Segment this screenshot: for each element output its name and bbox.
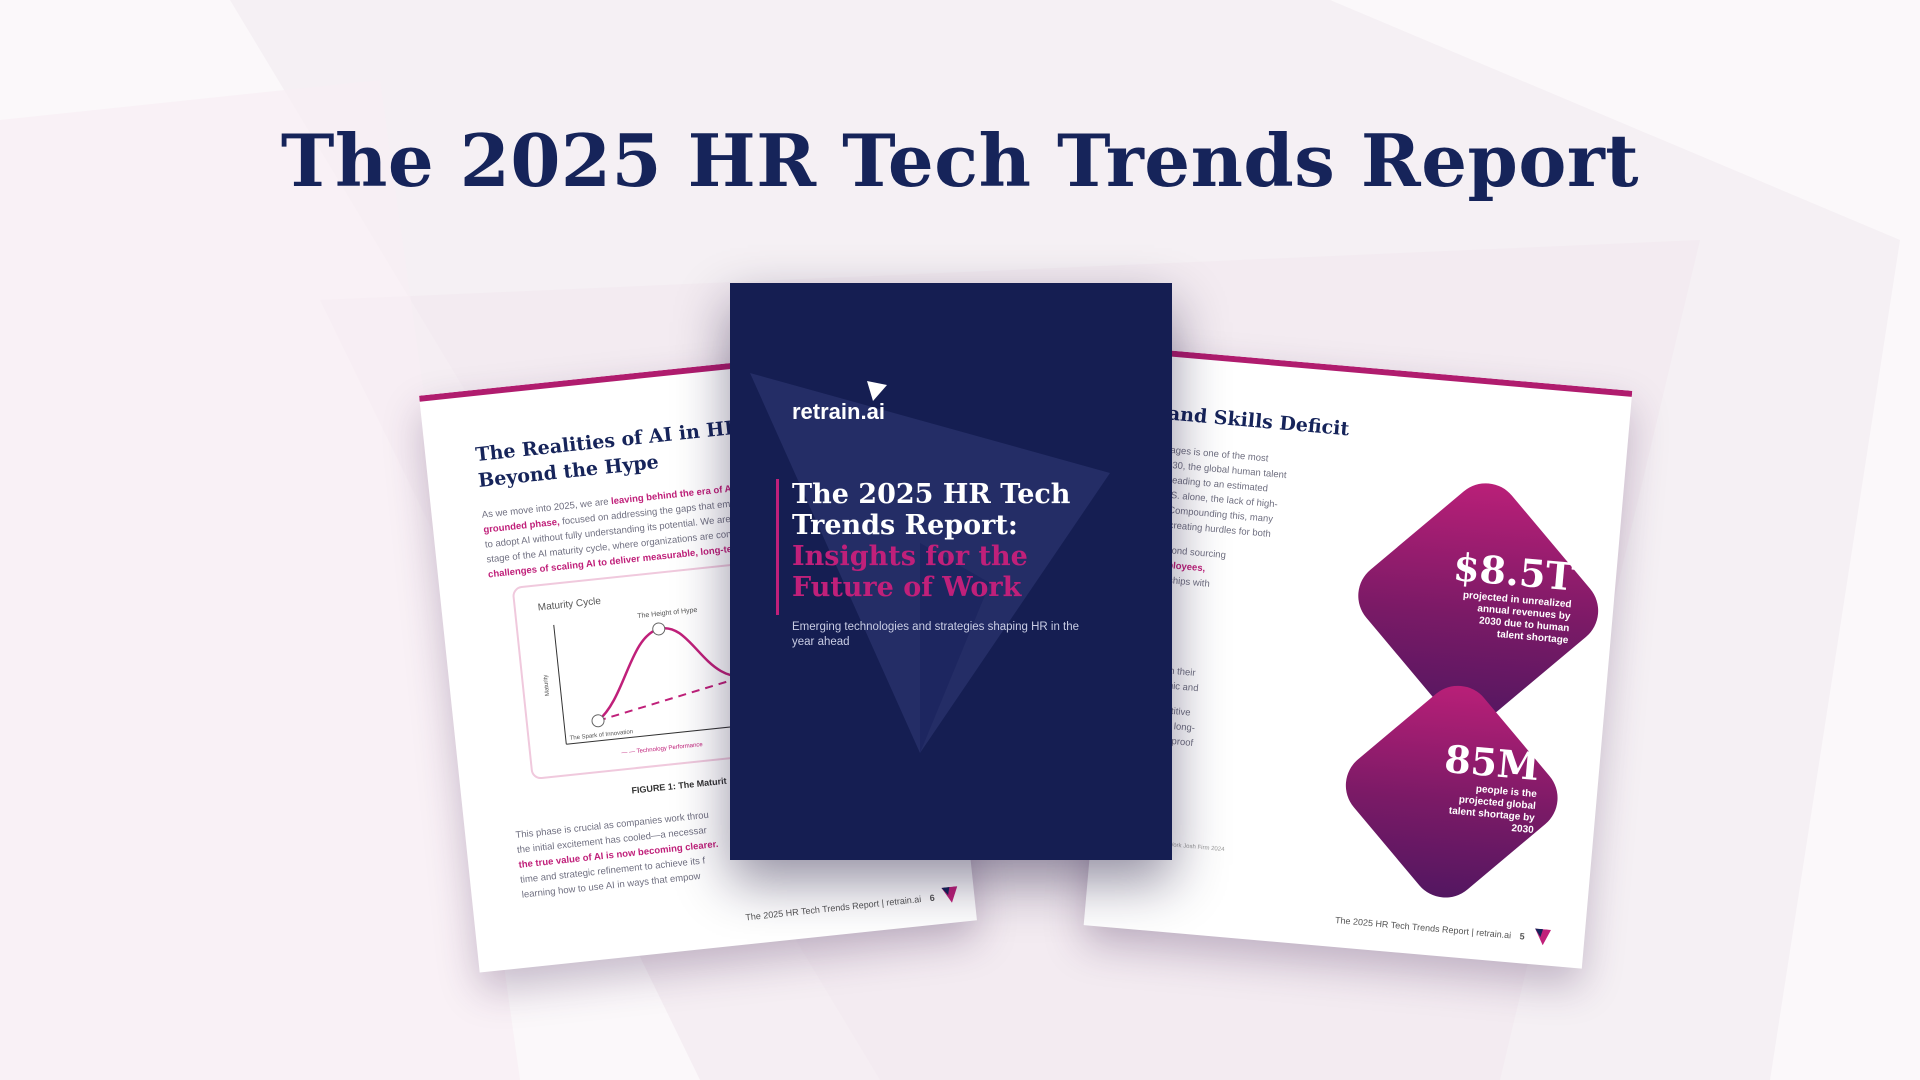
page-number: 6 xyxy=(929,892,936,904)
stat-revenue-desc: projected in unrealized annual revenues … xyxy=(1462,589,1572,647)
report-page-right: t and Skills Deficit shortages is one of… xyxy=(1083,347,1633,969)
retrain-logo-icon xyxy=(1535,928,1552,946)
report-cover: retrain.ai The 2025 HR Tech Trends Repor… xyxy=(730,283,1172,860)
right-page-title: t and Skills Deficit xyxy=(1151,401,1351,441)
footer-text: The 2025 HR Tech Trends Report | retrain… xyxy=(1334,915,1512,941)
page-number: 5 xyxy=(1519,931,1526,942)
cover-title: The 2025 HR Tech Trends Report: Insights… xyxy=(792,479,1132,603)
cover-watermark-shape xyxy=(750,373,1110,753)
page-footer: The 2025 HR Tech Trends Report | retrain… xyxy=(1335,915,1525,942)
cover-subtitle: Insights for the Future of Work xyxy=(792,541,1028,603)
cover-description: Emerging technologies and strategies sha… xyxy=(792,621,1080,648)
figure-legend: — — Technology Performance xyxy=(621,742,703,757)
footer-text: The 2025 HR Tech Trends Report | retrain… xyxy=(744,894,922,923)
stat-shortage: 85M people is the projected global talen… xyxy=(1334,727,1542,837)
page-headline: The 2025 HR Tech Trends Report xyxy=(280,118,1640,203)
page-footer: The 2025 HR Tech Trends Report | retrain… xyxy=(745,893,935,923)
stat-revenue: $8.5T projected in unrealized annual rev… xyxy=(1368,537,1576,647)
retrain-logo-icon xyxy=(867,381,887,401)
figure-peak-label: The Height of Hype xyxy=(637,607,698,620)
figure-start-label: The Spark of Innovation xyxy=(569,729,633,742)
stat-shortage-desc: people is the projected global talent sh… xyxy=(1448,783,1538,836)
figure-caption: FIGURE 1: The Maturit xyxy=(630,775,728,796)
figure-y-label: Maturity xyxy=(543,674,551,696)
retrain-logo-icon xyxy=(941,886,958,903)
cover-accent-rule xyxy=(776,479,779,615)
cover-logo: retrain.ai xyxy=(792,399,885,424)
cover-title-text: The 2025 HR Tech Trends Report: xyxy=(792,479,1071,541)
